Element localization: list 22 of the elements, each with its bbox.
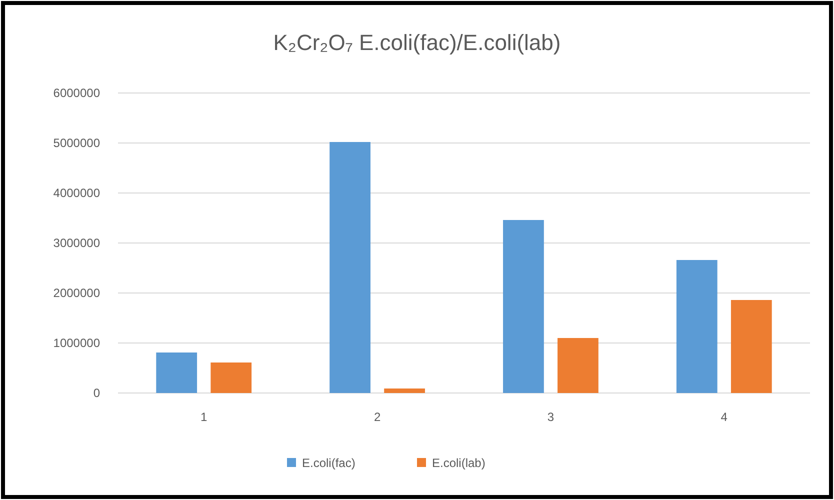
bar [330,142,370,393]
y-tick-label: 0 [93,386,100,400]
chart-title: K₂Cr₂O₇ E.coli(fac)/E.coli(lab) [273,30,561,55]
x-tick-label: 2 [374,410,381,424]
x-tick-label: 4 [720,410,728,424]
bar [156,352,198,393]
bar [558,338,598,393]
bar [210,362,252,393]
bar [730,300,772,393]
y-tick-label: 2000000 [53,286,100,300]
y-tick-label: 3000000 [53,236,100,250]
y-tick-label: 4000000 [53,186,100,200]
x-tick-label: 3 [547,410,554,424]
bar [503,220,544,393]
y-tick-label: 5000000 [53,136,100,150]
y-tick-label: 1000000 [53,336,100,350]
bar [384,388,425,393]
legend-label: E.coli(fac) [302,456,356,470]
bar [676,260,718,393]
legend-label: E.coli(lab) [432,456,486,470]
x-tick-label: 1 [200,410,208,424]
y-tick-label: 6000000 [53,86,100,100]
